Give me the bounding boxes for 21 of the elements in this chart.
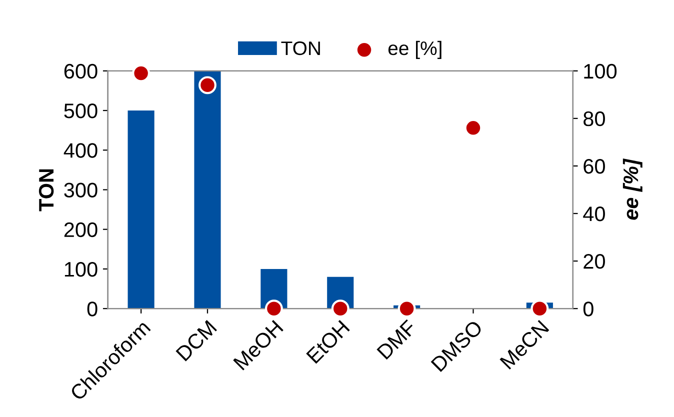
y-axis-title: TON: [38, 169, 54, 212]
y-tick-label: 400: [64, 143, 98, 158]
bar: [128, 110, 154, 309]
point: [198, 76, 216, 94]
y2-tick-label: 0: [583, 302, 594, 316]
legend-label: TON: [281, 41, 320, 56]
point: [132, 64, 150, 82]
bar: [194, 70, 221, 309]
y2-tick-label: 20: [584, 254, 605, 269]
y-tick-label: 600: [64, 64, 98, 79]
y-tick-label: 100: [64, 262, 98, 277]
y-tick-label: 200: [64, 222, 98, 238]
y2-tick-label: 60: [584, 158, 605, 174]
y-tick-label: 300: [64, 182, 98, 198]
y-tick-label: 500: [64, 104, 98, 118]
legend-label: ee [%]: [388, 40, 442, 59]
y2-tick-label: 100: [584, 64, 617, 79]
y-tick-label: 0: [87, 302, 98, 316]
y2-tick-label: 40: [583, 206, 605, 222]
y2-tick-label: 80: [584, 111, 605, 126]
y2-axis-title: ee [%]: [622, 158, 642, 220]
